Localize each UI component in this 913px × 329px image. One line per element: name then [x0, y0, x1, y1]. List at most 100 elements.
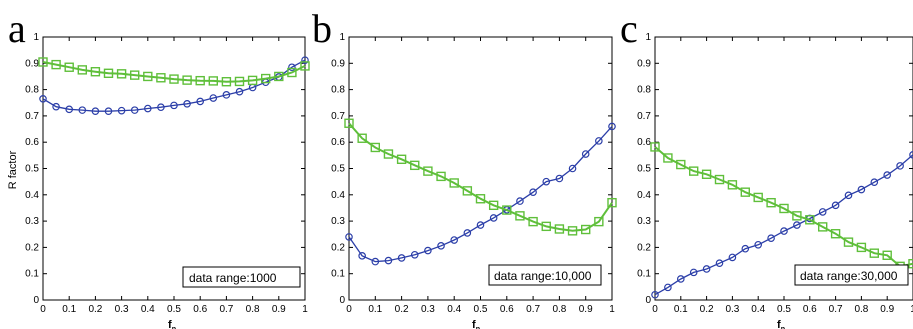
annotation-box-a: data range:1000: [182, 266, 301, 288]
data-point-circle: [896, 162, 904, 170]
data-point-square: [581, 224, 591, 235]
data-point-circle: [542, 177, 551, 186]
y-tick-label: 0.4: [25, 190, 39, 201]
data-point-circle: [437, 242, 445, 250]
x-tick-label: 1: [910, 304, 913, 315]
y-tick-label: 0: [33, 295, 39, 306]
panel-label-b: b: [312, 6, 332, 51]
x-tick-label: 0.2: [700, 304, 714, 315]
data-point-circle: [702, 265, 711, 273]
data-point-circle: [397, 254, 406, 262]
data-point-circle: [410, 250, 419, 259]
data-point-circle: [818, 208, 827, 216]
y-tick-label: 0.8: [331, 85, 345, 96]
data-point-circle: [489, 214, 498, 222]
x-tick-label: 0.8: [552, 304, 566, 315]
panel-c: c fp 0 0.1 0.2 0.3 0.4 0.5 0.6 0.7 0.8 0.9 1 0 0.1 0.…: [620, 6, 913, 329]
data-point-circle: [157, 103, 165, 112]
x-tick-label: 0.4: [751, 304, 765, 315]
x-tick-label: 0.4: [447, 304, 461, 315]
data-point-square: [689, 166, 699, 176]
x-tick-label: 0.9: [880, 304, 894, 315]
data-point-square: [830, 229, 841, 239]
data-point-square: [300, 61, 310, 71]
data-point-square: [650, 142, 660, 152]
x-tick-label: 0.4: [141, 304, 155, 315]
panel-a: a R factor fp 00.10.20.30.40.50.60.70.80…: [7, 6, 310, 329]
x-axis-label-a: fp: [168, 319, 176, 329]
annotation-box-b: data range:10,000: [488, 264, 602, 286]
x-tick-label: 1: [302, 304, 308, 315]
data-point-circle: [581, 150, 590, 158]
y-tick-label: 0.2: [25, 242, 39, 253]
data-point-circle: [844, 191, 853, 200]
x-tick-label: 0.1: [368, 304, 382, 315]
data-point-square: [261, 73, 271, 84]
x-tick-label: 1: [609, 304, 615, 315]
x-tick-label: 0.1: [62, 304, 76, 315]
x-tick-label: 0.1: [674, 304, 688, 315]
y-tick-label: 0.3: [331, 216, 345, 227]
x-tick-label: 0.9: [272, 304, 286, 315]
data-point-circle: [104, 107, 113, 115]
y-tick-label: 0.5: [331, 164, 345, 175]
data-point-circle: [741, 244, 750, 253]
data-point-square: [221, 77, 232, 87]
data-point-square: [344, 118, 354, 128]
x-tick-label: 0.3: [421, 304, 435, 315]
data-point-square: [714, 174, 725, 185]
data-point-square: [753, 192, 763, 203]
data-point-circle: [170, 101, 178, 110]
data-point-square: [488, 200, 499, 211]
data-point-circle: [371, 257, 380, 266]
y-tick-label: 0.9: [637, 58, 651, 69]
y-tick-label: 0.4: [637, 190, 651, 201]
data-point-square: [383, 149, 394, 159]
annotation-box-c: data range:30,000: [794, 264, 909, 286]
x-tick-label: 0.5: [474, 304, 488, 315]
data-point-circle: [358, 252, 366, 260]
data-point-circle: [384, 256, 393, 265]
data-point-circle: [831, 201, 840, 210]
axes-frame: [654, 36, 913, 301]
x-tick-label: 0.9: [579, 304, 593, 315]
y-tick-label: 0.8: [25, 85, 39, 96]
data-point-square: [908, 259, 913, 269]
data-point-circle: [424, 246, 432, 255]
data-point-square: [740, 187, 750, 197]
plot-area-b: 0 0.1 0.2 0.3 0.4 0.5 0.6 0.7 0.8 0.9 1 0 0.1 0.2 0.3 0…: [331, 32, 617, 315]
data-point-square: [462, 186, 473, 196]
y-tick-label: 0.2: [637, 242, 651, 253]
y-tick-label: 0.2: [331, 242, 345, 253]
y-tick-label: 0.6: [637, 137, 651, 148]
data-point-square: [727, 180, 738, 190]
y-tick-label: 0: [645, 295, 651, 306]
x-tick-label: 0.8: [854, 304, 868, 315]
data-point-square: [856, 242, 867, 253]
x-tick-label: 0.6: [500, 304, 514, 315]
data-point-circle: [689, 268, 698, 277]
data-point-square: [103, 68, 114, 78]
y-tick-label: 0.7: [25, 111, 39, 122]
series-line-square: [42, 61, 306, 83]
plot-area-a: 0 0.1 0.2 0.3 0.4 0.5 0.6 0.7 0.8 0.9 1 0 0.1 0.2 0.3 0…: [25, 32, 310, 315]
data-point-circle: [883, 171, 892, 179]
data-point-circle: [857, 185, 866, 194]
data-point-circle: [196, 97, 205, 106]
data-point-circle: [39, 95, 47, 103]
data-point-square: [882, 250, 892, 260]
data-point-square: [792, 211, 802, 221]
data-point-square: [287, 67, 297, 78]
x-tick-label: 0: [346, 304, 352, 315]
series-line-square: [654, 146, 913, 268]
data-point-circle: [664, 283, 672, 292]
data-point-circle: [144, 104, 152, 113]
data-point-square: [208, 76, 219, 86]
x-tick-label: 0.7: [219, 304, 233, 315]
annotation-text-b: data range:10,000: [494, 269, 592, 283]
data-point-circle: [793, 221, 801, 229]
x-axis-label-b: fp: [472, 319, 480, 329]
y-tick-label: 0.7: [637, 111, 651, 122]
x-tick-label: 0.5: [777, 304, 791, 315]
